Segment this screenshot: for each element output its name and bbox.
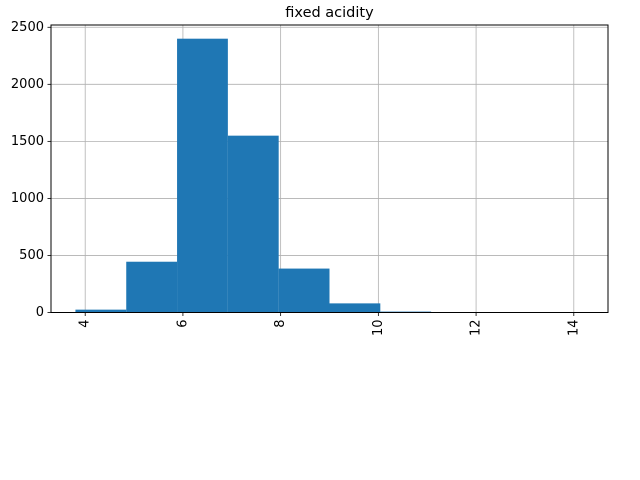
x-tick-label: 12 [469,320,484,337]
histogram-bar-6 [329,303,381,313]
y-tick-label: 0 [36,305,44,320]
x-tick-label: 14 [566,320,581,337]
x-tick-label: 8 [273,320,288,328]
histogram-bars [75,38,584,313]
axes-frame [50,24,609,313]
histogram-bar-4 [227,135,279,313]
y-tick-label: 2500 [11,20,44,35]
y-tick-label: 1500 [11,134,44,149]
histogram-bar-5 [278,268,330,313]
chart-title: fixed acidity [285,5,374,21]
y-tick-label: 2000 [11,77,44,92]
x-tick-label: 4 [78,320,93,328]
histogram-bar-1 [75,309,127,313]
histogram-bar-3 [177,38,228,313]
x-tick-label: 10 [371,320,386,337]
x-tick-label: 6 [175,320,190,328]
y-tick-label: 1000 [11,191,44,206]
y-tick-label: 500 [19,248,44,263]
axis-ticks: 4 6 8 10 12 14 0 500 1000 1500 2000 2500 [11,20,581,336]
histogram-bar-2 [126,261,178,313]
